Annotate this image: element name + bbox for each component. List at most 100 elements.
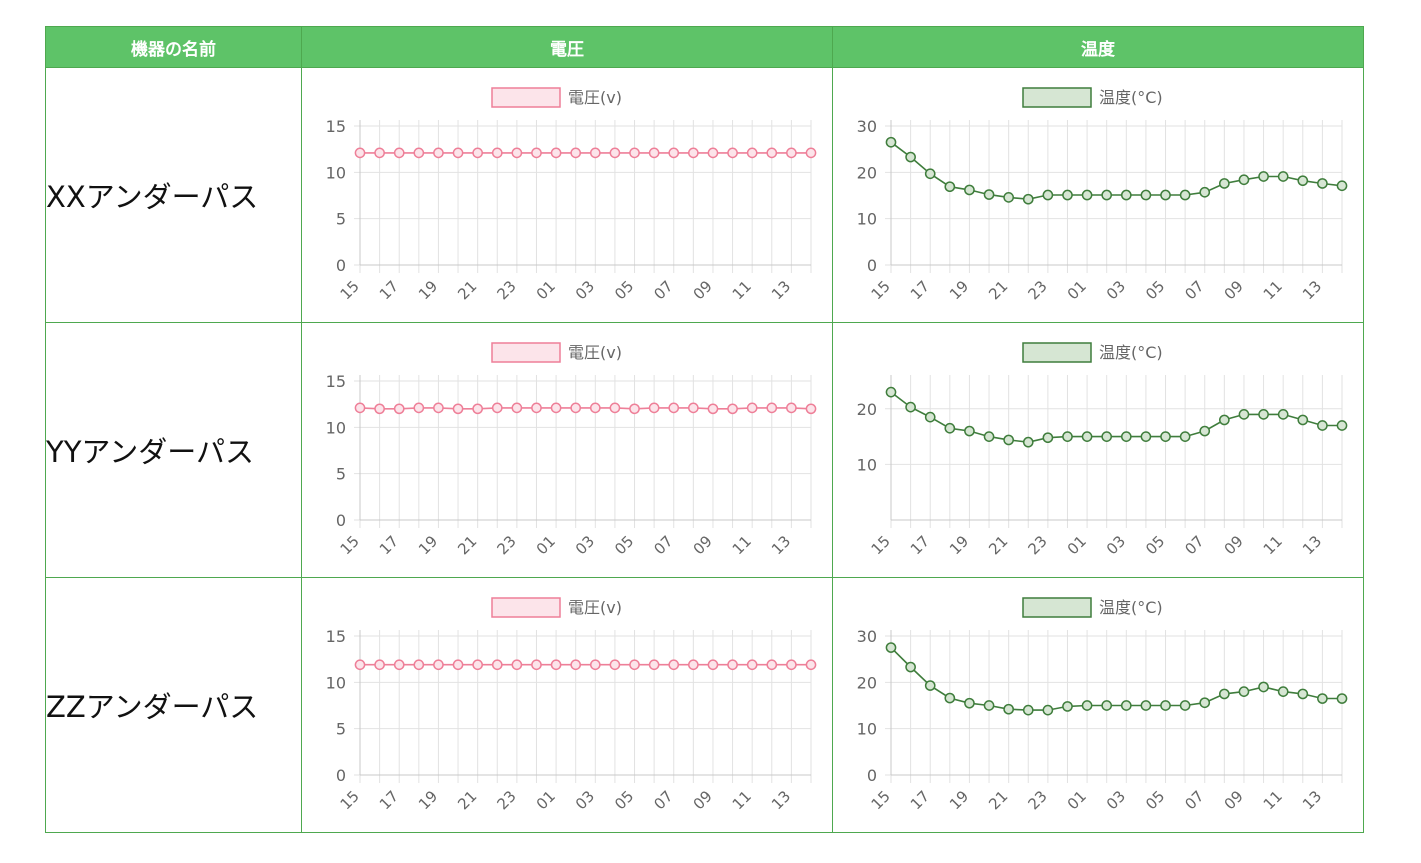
data-point[interactable] [413,147,425,159]
data-point[interactable] [1101,431,1113,442]
data-point[interactable] [629,147,640,159]
data-point[interactable] [413,402,425,414]
data-point[interactable] [609,402,621,414]
data-point[interactable] [668,147,680,159]
data-point[interactable] [983,700,995,711]
data-point[interactable] [1003,434,1015,446]
data-point[interactable] [531,402,542,414]
data-point[interactable] [374,403,385,415]
data-point[interactable] [374,147,385,159]
data-point[interactable] [964,697,975,709]
data-point[interactable] [570,659,582,671]
data-point[interactable] [1297,688,1309,700]
data-point[interactable] [1258,409,1269,420]
data-point[interactable] [885,136,897,148]
data-point[interactable] [1317,178,1328,189]
data-point[interactable] [1042,704,1054,716]
data-point[interactable] [1297,175,1309,187]
data-point[interactable] [727,147,738,159]
data-point[interactable] [452,147,464,159]
data-point[interactable] [1101,700,1113,711]
data-point[interactable] [1317,420,1328,431]
data-point[interactable] [1022,704,1034,716]
data-point[interactable] [550,659,562,671]
data-point[interactable] [531,659,542,671]
data-point[interactable] [1336,693,1348,704]
data-point[interactable] [1022,436,1034,448]
data-point[interactable] [746,659,758,671]
data-point[interactable] [746,147,758,159]
data-point[interactable] [1140,700,1152,711]
data-point[interactable] [1081,431,1093,442]
data-point[interactable] [805,403,817,415]
data-point[interactable] [668,402,680,414]
data-point[interactable] [433,402,444,414]
data-point[interactable] [964,425,975,437]
data-point[interactable] [924,680,936,691]
data-point[interactable] [1238,174,1250,186]
data-point[interactable] [1238,409,1250,420]
data-point[interactable] [1238,686,1250,697]
data-point[interactable] [1336,420,1348,431]
data-point[interactable] [393,659,405,671]
data-point[interactable] [589,402,601,414]
data-point[interactable] [766,147,778,159]
data-point[interactable] [786,402,797,414]
data-point[interactable] [354,659,366,671]
data-point[interactable] [1218,178,1230,189]
data-point[interactable] [1062,701,1073,712]
data-point[interactable] [1140,189,1152,201]
data-point[interactable] [648,402,660,414]
data-point[interactable] [511,659,523,671]
data-point[interactable] [885,386,897,398]
data-point[interactable] [905,401,916,413]
data-point[interactable] [491,147,503,159]
data-point[interactable] [1258,681,1269,693]
data-point[interactable] [1042,432,1054,444]
data-point[interactable] [1003,192,1015,203]
data-point[interactable] [354,402,366,414]
data-point[interactable] [687,402,699,414]
data-point[interactable] [1258,171,1269,182]
data-point[interactable] [589,147,601,159]
data-point[interactable] [648,147,660,159]
data-point[interactable] [1042,189,1054,201]
data-point[interactable] [707,403,719,415]
data-point[interactable] [1062,189,1073,201]
data-point[interactable] [1199,697,1211,709]
data-point[interactable] [511,402,523,414]
data-point[interactable] [805,659,817,671]
data-point[interactable] [452,403,464,415]
data-point[interactable] [491,402,503,414]
data-point[interactable] [1101,189,1113,201]
data-point[interactable] [1120,431,1132,442]
data-point[interactable] [1317,693,1328,704]
data-point[interactable] [964,184,975,196]
data-point[interactable] [609,659,621,671]
data-point[interactable] [1160,189,1171,201]
data-point[interactable] [1022,193,1034,205]
data-point[interactable] [1160,700,1171,711]
data-point[interactable] [589,659,601,671]
data-point[interactable] [944,181,956,193]
data-point[interactable] [648,659,660,671]
data-point[interactable] [687,659,699,671]
data-point[interactable] [1179,189,1191,201]
data-point[interactable] [707,147,719,159]
legend[interactable]: 温度(°C) [1022,87,1163,108]
data-point[interactable] [1199,186,1211,198]
data-point[interactable] [472,403,484,415]
data-point[interactable] [472,147,484,159]
legend[interactable]: 電圧(v) [491,597,622,618]
data-point[interactable] [924,168,936,180]
data-point[interactable] [1277,171,1289,182]
data-point[interactable] [1199,425,1211,437]
data-point[interactable] [609,147,621,159]
data-point[interactable] [668,659,680,671]
data-point[interactable] [629,403,640,415]
data-point[interactable] [1120,700,1132,711]
data-point[interactable] [452,659,464,671]
data-point[interactable] [531,147,542,159]
legend[interactable]: 電圧(v) [491,87,622,108]
data-point[interactable] [393,147,405,159]
